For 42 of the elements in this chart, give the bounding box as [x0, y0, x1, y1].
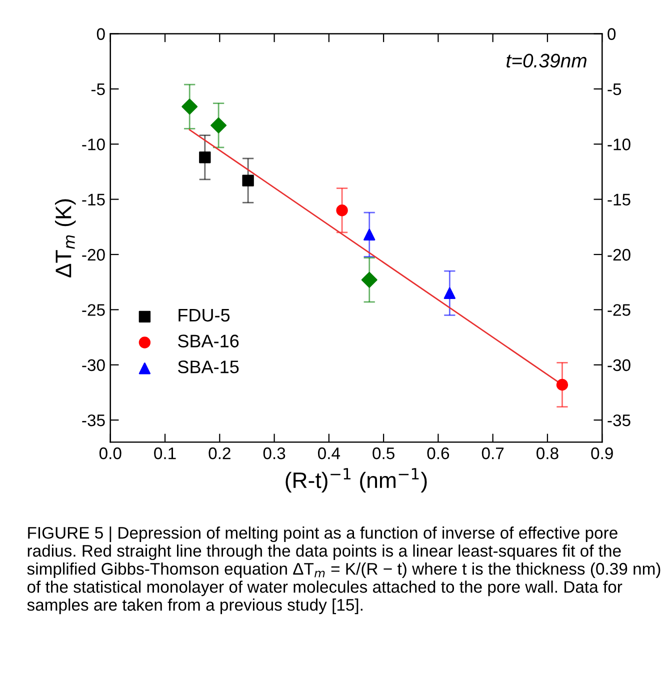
x-tick-label: 0.5: [372, 447, 394, 460]
y2-tick-label: -25: [608, 304, 630, 316]
point: [199, 152, 211, 164]
y2-tick-label: -20: [608, 248, 630, 261]
legend-label: SBA-16: [178, 334, 239, 348]
y2-tick-label: -5: [608, 84, 622, 96]
y-tick-label: 0: [96, 28, 105, 40]
caption: FIGURE 5 | Depression of melting point as a function of inverse of effective pore radius. Red straight line through the data points is a linear least-squares fit of the simplified Gibbs-Thomson equation ΔT$_{m}$ = K/(R − t) where t is the thickness (0.39 nm) of the statistical monolayer of water molecules attached to the pore wall. Data for samples are taken from a previous study [15].: [27, 526, 660, 614]
legend-label: FDU-5: [178, 308, 230, 322]
point: [336, 204, 348, 216]
y-axis-title: ΔT$_{m}$ (K): [54, 199, 76, 278]
y-tick-label: -5: [91, 84, 105, 96]
x-tick-label: 0.3: [263, 447, 286, 460]
y-tick-label: -10: [82, 138, 105, 150]
x-tick-label: 0.4: [318, 447, 340, 460]
y2-tick-label: -35: [608, 414, 630, 426]
y2-tick-label: -15: [608, 194, 630, 206]
point: [444, 287, 456, 299]
y-tick-label: -20: [82, 248, 105, 261]
point: [182, 98, 198, 115]
y2-tick-label: -10: [608, 138, 630, 150]
x-tick-label: 0.2: [208, 447, 230, 460]
y2-tick-label: -30: [608, 359, 630, 372]
point: [242, 174, 254, 186]
point: [361, 272, 378, 288]
point: [556, 378, 568, 391]
annotation: t=0.39nm: [506, 54, 586, 68]
x-tick-label: 0.9: [591, 447, 613, 460]
x-tick-label: 0.1: [154, 447, 176, 460]
legend-label: SBA-15: [178, 360, 239, 374]
y2-tick-label: 0: [608, 28, 616, 40]
x-axis-title: (R-t)$^{−1}$ (nm$^{−1}$): [286, 468, 427, 493]
y-tick-label: -30: [82, 359, 105, 372]
x-tick-label: 0.7: [482, 447, 504, 460]
y-tick-label: -15: [82, 194, 105, 206]
point: [364, 228, 376, 240]
x-tick-label: 0.8: [536, 447, 558, 460]
y-tick-label: -35: [82, 414, 105, 426]
y-tick-label: -25: [82, 304, 105, 316]
point: [210, 117, 227, 134]
x-tick-label: 0.6: [427, 447, 450, 460]
x-tick-label: 0.0: [99, 447, 122, 460]
